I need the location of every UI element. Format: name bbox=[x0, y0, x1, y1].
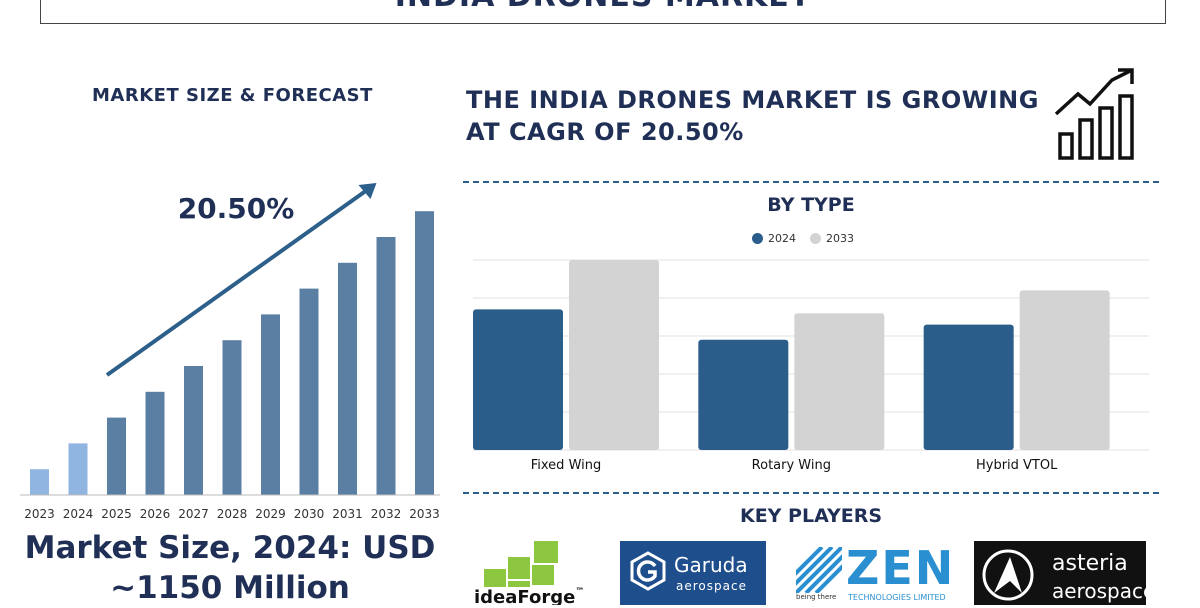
logo-asteria: asteria aerospace bbox=[974, 541, 1146, 605]
legend-swatch-2024 bbox=[752, 233, 763, 244]
garuda-subtitle: aerospace bbox=[676, 579, 747, 593]
market-size-line2: ~1150 Million bbox=[110, 570, 350, 606]
forecast-bar-2031 bbox=[338, 262, 357, 495]
by-type-chart: Fixed Wing Rotary Wing Hybrid VTOL bbox=[473, 259, 1149, 473]
forecast-tick-2030: 2030 bbox=[294, 507, 325, 521]
asteria-subtitle: aerospace bbox=[1052, 579, 1146, 603]
forecast-bar-2027 bbox=[184, 366, 203, 495]
growth-heading: THE INDIA DRONES MARKET IS GROWING AT CA… bbox=[466, 84, 1066, 148]
legend-item-2033: 2033 bbox=[810, 232, 854, 245]
divider-bottom bbox=[463, 492, 1159, 494]
divider-top bbox=[463, 181, 1159, 183]
market-size-line1: Market Size, 2024: USD bbox=[24, 530, 436, 566]
legend-swatch-2033 bbox=[810, 233, 821, 244]
bar-rotary-wing-2024 bbox=[698, 339, 789, 450]
garuda-shield-icon bbox=[630, 551, 666, 591]
asteria-emblem-icon bbox=[982, 549, 1034, 601]
logo-zen: ZEN being there TECHNOLOGIES LIMITED bbox=[796, 541, 956, 605]
growth-heading-line1: THE INDIA DRONES MARKET IS GROWING bbox=[466, 86, 1039, 114]
forecast-chart: 2023 2024 2025 2026 2027 2028 2029 2030 2031 2032… bbox=[20, 183, 440, 521]
forecast-tick-2026: 2026 bbox=[140, 507, 171, 521]
forecast-bar-2029 bbox=[261, 314, 280, 495]
forecast-bar-2033 bbox=[415, 211, 434, 495]
forecast-tick-2025: 2025 bbox=[101, 507, 132, 521]
garuda-name: Garuda bbox=[674, 553, 748, 577]
bar-fixed-wing-2024 bbox=[473, 309, 563, 450]
by-type-heading: BY TYPE bbox=[767, 194, 855, 216]
ideaforge-tm: ™ bbox=[575, 587, 585, 597]
category-label-hybrid-vtol: Hybrid VTOL bbox=[976, 458, 1058, 473]
forecast-bar-2028 bbox=[222, 340, 242, 495]
category-label-fixed-wing: Fixed Wing bbox=[531, 458, 602, 473]
forecast-bar-2030 bbox=[299, 288, 319, 495]
asteria-name: asteria bbox=[1052, 551, 1128, 576]
forecast-bar-2032 bbox=[376, 237, 396, 495]
forecast-bar-2026 bbox=[145, 391, 165, 495]
cagr-annotation: 20.50% bbox=[178, 192, 295, 225]
zen-stripes-icon bbox=[796, 547, 842, 593]
forecast-bar-2023 bbox=[30, 469, 49, 495]
market-size-heading: MARKET SIZE & FORECAST bbox=[92, 85, 373, 106]
category-label-rotary-wing: Rotary Wing bbox=[752, 458, 831, 473]
title-banner: INDIA DRONES MARKET bbox=[40, 0, 1166, 24]
legend-label-2033: 2033 bbox=[826, 232, 854, 245]
bar-rotary-wing-2033 bbox=[794, 313, 885, 450]
forecast-tick-2031: 2031 bbox=[332, 507, 363, 521]
legend-label-2024: 2024 bbox=[768, 232, 796, 245]
forecast-tick-2028: 2028 bbox=[217, 507, 248, 521]
bar-hybrid-vtol-2033 bbox=[1019, 290, 1110, 450]
zen-tagline: being there bbox=[796, 593, 837, 601]
legend-item-2024: 2024 bbox=[752, 232, 796, 245]
page-title: INDIA DRONES MARKET bbox=[395, 0, 812, 14]
bar-fixed-wing-2033 bbox=[569, 260, 659, 450]
zen-name: ZEN bbox=[846, 541, 956, 595]
forecast-tick-2023: 2023 bbox=[24, 507, 55, 521]
growth-arrow bbox=[105, 187, 370, 377]
logo-garuda: Garuda aerospace bbox=[620, 541, 766, 605]
zen-subtitle: TECHNOLOGIES LIMITED bbox=[848, 593, 946, 602]
forecast-tick-2033: 2033 bbox=[409, 507, 440, 521]
logo-ideaforge: ideaForge™ bbox=[470, 541, 600, 605]
forecast-tick-2027: 2027 bbox=[178, 507, 209, 521]
forecast-tick-2024: 2024 bbox=[63, 507, 94, 521]
bar-hybrid-vtol-2024 bbox=[923, 324, 1014, 450]
ideaforge-name: ideaForge bbox=[474, 587, 576, 605]
growth-arrowhead bbox=[358, 183, 377, 199]
forecast-bar-2025 bbox=[107, 417, 126, 495]
key-players-heading: KEY PLAYERS bbox=[739, 505, 883, 527]
ideaforge-text: ideaForge™ bbox=[472, 587, 587, 605]
market-size-text: Market Size, 2024: USD ~1150 Million bbox=[20, 528, 440, 608]
by-type-legend: 2024 2033 bbox=[752, 232, 854, 245]
forecast-bar-2024 bbox=[68, 443, 88, 495]
forecast-tick-2029: 2029 bbox=[255, 507, 286, 521]
growth-heading-line2: AT CAGR OF 20.50% bbox=[466, 118, 744, 146]
forecast-tick-2032: 2032 bbox=[371, 507, 402, 521]
growth-bars-arrow-icon bbox=[1054, 68, 1134, 160]
